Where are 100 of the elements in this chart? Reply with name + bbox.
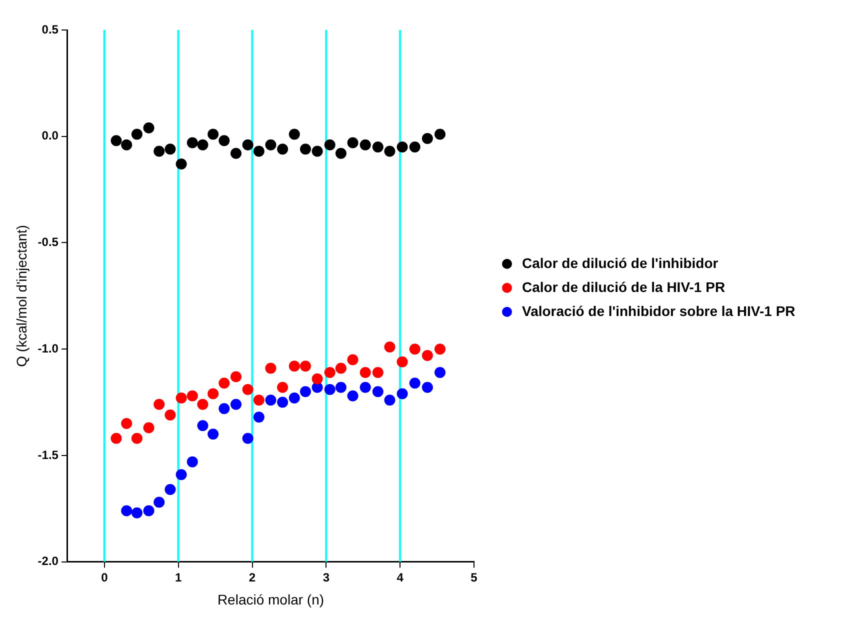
point bbox=[186, 137, 198, 148]
point bbox=[384, 341, 396, 352]
point bbox=[186, 456, 198, 468]
point bbox=[300, 386, 311, 398]
point bbox=[312, 373, 323, 384]
point bbox=[242, 432, 254, 444]
point bbox=[253, 146, 264, 157]
point bbox=[372, 386, 384, 398]
point bbox=[253, 394, 264, 406]
x-tick-label: 3 bbox=[322, 570, 330, 584]
point bbox=[335, 382, 346, 393]
point bbox=[131, 432, 142, 444]
point bbox=[218, 135, 230, 146]
point bbox=[110, 432, 122, 444]
point bbox=[176, 469, 187, 480]
point bbox=[242, 384, 254, 395]
point bbox=[324, 366, 336, 378]
y-tick-label: -2.0 bbox=[38, 554, 59, 568]
point bbox=[396, 356, 408, 368]
point bbox=[372, 366, 384, 378]
y-tick-label: 0.0 bbox=[42, 128, 59, 143]
x-tick-label: 2 bbox=[248, 570, 256, 584]
point bbox=[360, 382, 371, 393]
point bbox=[265, 139, 276, 150]
y-axis-title: Q (kcal/mol d'injectant) bbox=[13, 224, 30, 367]
point bbox=[434, 344, 446, 355]
point bbox=[335, 362, 346, 374]
point bbox=[347, 137, 358, 148]
point bbox=[360, 139, 371, 150]
point bbox=[360, 366, 371, 378]
point bbox=[164, 410, 176, 421]
point bbox=[277, 144, 288, 155]
point bbox=[197, 139, 208, 150]
point bbox=[324, 384, 336, 395]
point bbox=[422, 382, 433, 393]
point bbox=[154, 496, 165, 508]
point bbox=[154, 398, 165, 410]
y-tick-label: 0.5 bbox=[42, 22, 59, 36]
point bbox=[300, 144, 311, 155]
point bbox=[288, 360, 300, 372]
point bbox=[143, 122, 154, 134]
point bbox=[422, 350, 433, 361]
point bbox=[121, 505, 132, 516]
point bbox=[121, 418, 132, 430]
point bbox=[197, 420, 208, 432]
y-tick-label: -1.0 bbox=[38, 341, 59, 356]
x-tick-label: 4 bbox=[396, 570, 404, 584]
point bbox=[176, 392, 187, 404]
point bbox=[396, 141, 408, 152]
point bbox=[434, 128, 446, 140]
point bbox=[230, 371, 242, 382]
legend-label: Valoració de l'inhibidor sobre la HIV-1 PR bbox=[522, 302, 796, 319]
point bbox=[186, 390, 198, 402]
point bbox=[164, 484, 176, 495]
point bbox=[121, 139, 132, 150]
point bbox=[208, 428, 219, 440]
point bbox=[288, 128, 300, 140]
point bbox=[277, 396, 288, 408]
legend-label: Calor de dilució de l'inhibidor bbox=[522, 254, 719, 271]
legend-label: Calor de dilució de la HIV-1 PR bbox=[522, 278, 726, 295]
y-tick-label: -1.5 bbox=[38, 448, 59, 462]
point bbox=[218, 378, 230, 389]
point bbox=[409, 141, 420, 152]
point bbox=[230, 398, 242, 410]
point bbox=[253, 412, 264, 423]
point bbox=[434, 366, 446, 378]
point bbox=[131, 507, 142, 518]
point bbox=[265, 362, 276, 374]
point bbox=[372, 141, 384, 152]
point bbox=[422, 132, 433, 144]
point bbox=[110, 135, 122, 146]
point bbox=[164, 144, 176, 155]
point bbox=[277, 382, 288, 393]
point bbox=[324, 139, 336, 150]
point bbox=[218, 403, 230, 414]
point bbox=[208, 128, 219, 140]
point bbox=[409, 344, 420, 355]
point bbox=[312, 146, 323, 157]
y-tick-label: -0.5 bbox=[38, 235, 59, 250]
point bbox=[347, 390, 358, 402]
point bbox=[176, 158, 187, 170]
point bbox=[409, 378, 420, 389]
point bbox=[396, 388, 408, 400]
point bbox=[384, 146, 396, 157]
point bbox=[288, 392, 300, 404]
point bbox=[242, 139, 254, 150]
point bbox=[208, 388, 219, 400]
point bbox=[143, 505, 154, 516]
x-tick-label: 5 bbox=[470, 570, 478, 584]
point bbox=[230, 148, 242, 159]
x-tick-label: 1 bbox=[175, 570, 182, 584]
point bbox=[347, 354, 358, 366]
point bbox=[335, 148, 346, 159]
point bbox=[143, 422, 154, 434]
x-axis-title: Relació molar (n) bbox=[217, 591, 324, 608]
point bbox=[265, 394, 276, 406]
point bbox=[197, 398, 208, 410]
x-tick-label: 0 bbox=[101, 570, 108, 584]
point bbox=[154, 146, 165, 157]
point bbox=[131, 128, 142, 140]
